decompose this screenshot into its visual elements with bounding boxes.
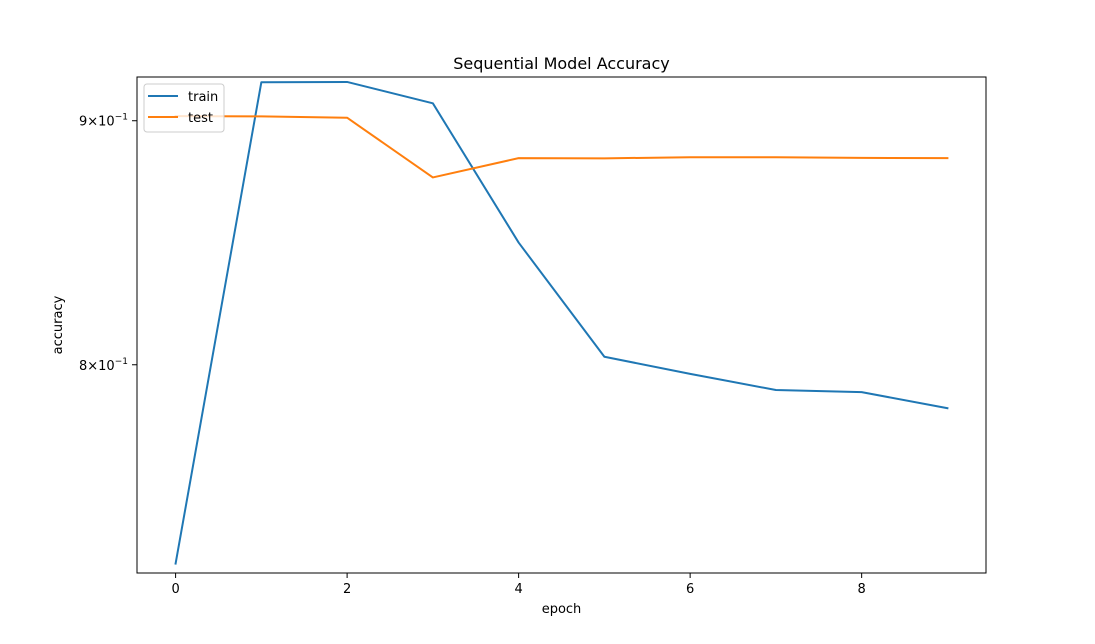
x-axis-label: epoch	[542, 602, 582, 617]
series-line-test	[174, 115, 949, 179]
y-axis-label: accuracy	[51, 295, 66, 354]
x-axis: 0 2 4 6 8	[171, 573, 866, 597]
x-tick-label: 8	[858, 582, 866, 597]
legend-label-train: train	[188, 90, 218, 105]
series-line-train	[174, 80, 949, 565]
x-tick-label: 6	[686, 582, 694, 597]
plot-area	[174, 80, 949, 565]
y-tick-label: 8×10−1	[79, 357, 128, 374]
legend-label-test: test	[188, 111, 213, 126]
y-tick-label: 9×10−1	[79, 113, 128, 130]
x-tick-label: 2	[343, 582, 351, 597]
plot-frame	[136, 76, 987, 574]
legend: train test	[143, 83, 225, 133]
chart-title: Sequential Model Accuracy	[453, 54, 670, 73]
x-tick-label: 4	[514, 582, 522, 597]
x-tick-label: 0	[171, 582, 179, 597]
y-axis: 9×10−1 8×10−1	[79, 113, 137, 374]
